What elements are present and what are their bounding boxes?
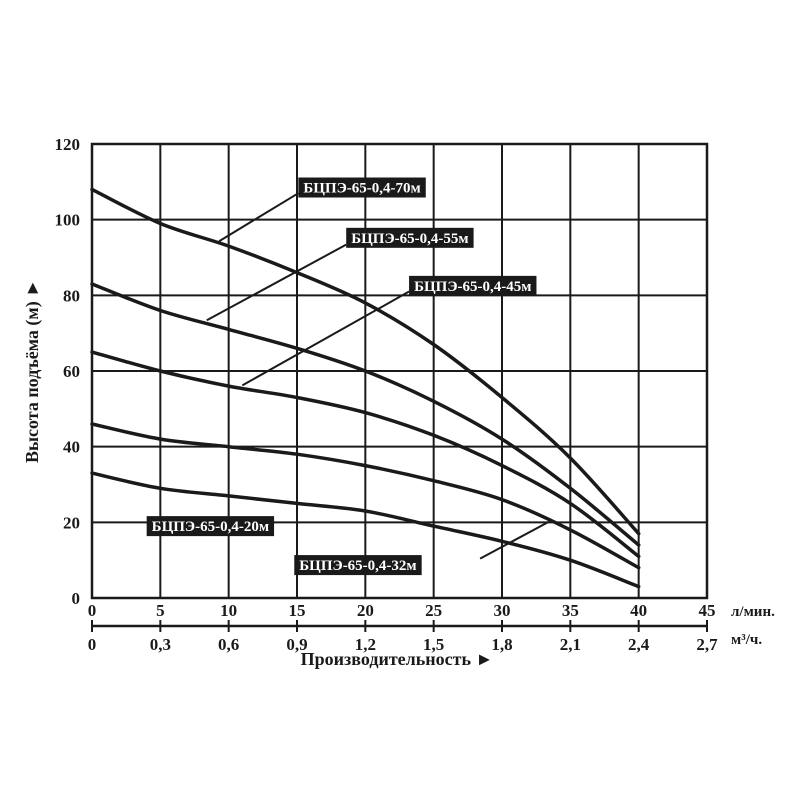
y-tick-label: 120 [55, 135, 81, 154]
label-pointer [479, 520, 551, 560]
series-label-3: БЦПЭ-65-0,4-32м [299, 558, 416, 574]
series-line-3 [90, 422, 641, 570]
x-tick-label: 40 [630, 601, 647, 620]
series-lines [90, 187, 641, 589]
x2-tick-labels: 0 0,3 0,6 0,9 1,2 1,5 1,8 2,1 2,4 2,7 [88, 635, 718, 654]
x2-tick-label: 1,2 [355, 635, 376, 654]
x-tick-label: 25 [425, 601, 442, 620]
plot-frame [90, 142, 709, 632]
x-tick-label: 10 [220, 601, 237, 620]
series-label-box [146, 516, 275, 537]
y-tick-label: 100 [55, 211, 81, 230]
x2-unit-label: м³/ч. [731, 632, 762, 648]
series-label-1: БЦПЭ-65-0,4-55м [351, 231, 468, 247]
y-tick-label: 80 [63, 286, 80, 305]
x-tick-label: 15 [289, 601, 306, 620]
y-tick-label: 0 [72, 589, 81, 608]
x-tick-label: 5 [156, 601, 165, 620]
x2-tick-label: 2,1 [560, 635, 581, 654]
x2-tick-label: 0,6 [218, 635, 239, 654]
x2-tick-label: 0 [88, 635, 97, 654]
y-tick-label: 40 [63, 438, 80, 457]
x-tick-label: 45 [699, 601, 716, 620]
label-pointer [218, 192, 299, 243]
x2-tick-label: 2,4 [628, 635, 650, 654]
label-pointers [206, 192, 551, 560]
y-tick-label: 60 [63, 362, 80, 381]
series-label-box [298, 177, 426, 198]
series-line-1 [90, 282, 641, 547]
series-label-0: БЦПЭ-65-0,4-70м [303, 181, 420, 197]
y-axis-title: Высота подъёма (м) ► [22, 279, 43, 463]
x-axis-title: Производительность ► [301, 649, 494, 669]
y-tick-label: 20 [63, 513, 80, 532]
x-tick-label: 35 [562, 601, 579, 620]
series-line-0 [90, 187, 641, 536]
series-labels: БЦПЭ-65-0,4-70м БЦПЭ-65-0,4-55м БЦПЭ-65-0,… [146, 177, 537, 576]
x2-tick-label: 0,3 [150, 635, 171, 654]
label-pointer [241, 290, 410, 387]
x-tick-label: 20 [357, 601, 374, 620]
series-label-box [346, 227, 474, 248]
x-tick-labels: 0 5 10 15 20 25 30 35 40 45 [88, 601, 716, 620]
x-tick-label: 30 [494, 601, 511, 620]
x2-tick-label: 2,7 [696, 635, 718, 654]
x2-tick-label: 1,8 [491, 635, 512, 654]
x2-tick-label: 1,5 [423, 635, 444, 654]
series-label-box [409, 275, 537, 296]
series-line-2 [90, 350, 641, 559]
x-tick-label: 0 [88, 601, 97, 620]
series-line-4 [90, 471, 641, 589]
series-label-4: БЦПЭ-65-0,4-20м [152, 519, 269, 535]
plot-border [90, 142, 709, 600]
label-pointer [206, 243, 347, 322]
x2-tick-label: 0,9 [286, 635, 307, 654]
series-label-box [294, 555, 422, 576]
y-tick-labels: 0 20 40 60 80 100 120 [55, 135, 81, 608]
x-unit-label: л/мин. [731, 604, 775, 620]
series-label-2: БЦПЭ-65-0,4-45м [414, 279, 531, 295]
